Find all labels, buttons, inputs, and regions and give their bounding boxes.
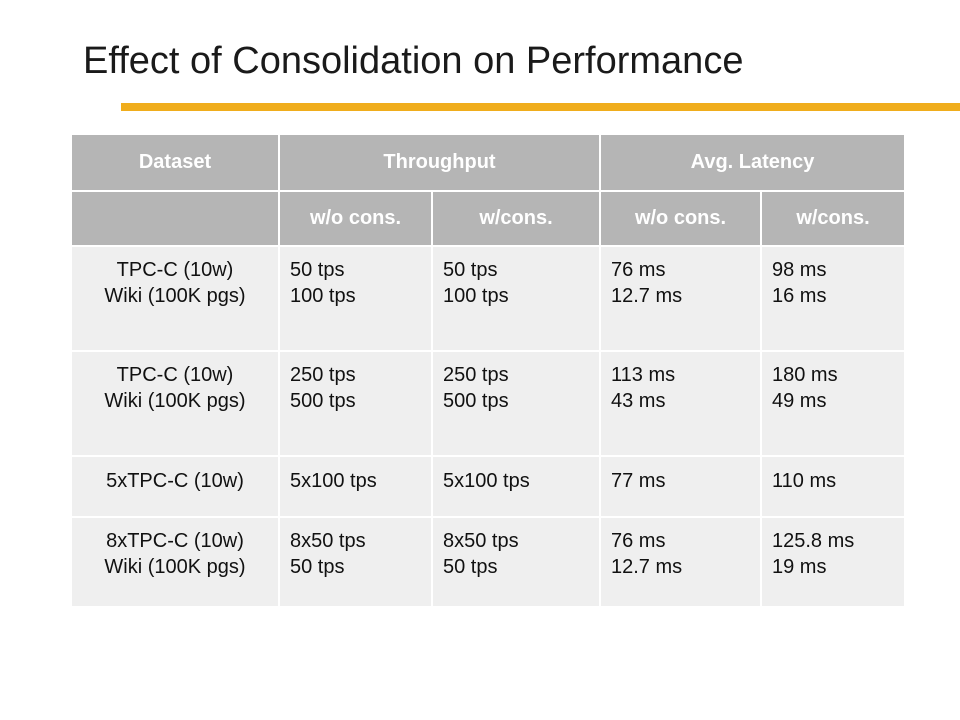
cell-line: 12.7 ms (611, 285, 683, 307)
cell-line: Wiki (100K pgs) (104, 556, 246, 578)
cell-line: TPC-C (10w) (116, 364, 234, 386)
cell-line: 5x100 tps (443, 470, 530, 492)
cell-latency-with-cons: 110 ms (761, 456, 904, 518)
cell-throughput-without-cons: 8x50 tps 50 tps (279, 517, 433, 608)
cell-throughput-with-cons: 8x50 tps 50 tps (432, 517, 601, 608)
cell-line: 50 tps (443, 556, 498, 578)
table-header-row: Dataset Throughput Avg. Latency (72, 135, 904, 192)
header-throughput: Throughput (279, 135, 601, 192)
subheader-latency-without-cons: w/o cons. (600, 191, 762, 247)
header-dataset: Dataset (72, 135, 280, 192)
cell-line: 250 tps (443, 364, 509, 386)
cell-line: 110 ms (772, 470, 837, 492)
cell-line: 77 ms (611, 470, 666, 492)
cell-throughput-without-cons: 5x100 tps (279, 456, 433, 518)
cell-line: Wiki (100K pgs) (104, 285, 246, 307)
cell-dataset: 8xTPC-C (10w) Wiki (100K pgs) (72, 517, 280, 608)
cell-throughput-without-cons: 250 tps 500 tps (279, 351, 433, 457)
cell-line: 49 ms (772, 390, 827, 412)
cell-line: 5x100 tps (290, 470, 377, 492)
table-row: 5xTPC-C (10w) 5x100 tps 5x100 tps 77 ms … (72, 456, 904, 518)
cell-line: 5xTPC-C (10w) (106, 470, 244, 492)
cell-line: 50 tps (290, 556, 345, 578)
cell-dataset: TPC-C (10w) Wiki (100K pgs) (72, 246, 280, 352)
results-table-container: Dataset Throughput Avg. Latency w/o cons… (72, 135, 904, 608)
cell-latency-without-cons: 77 ms (600, 456, 762, 518)
cell-line: Wiki (100K pgs) (104, 390, 246, 412)
cell-line: 500 tps (290, 390, 356, 412)
cell-throughput-with-cons: 50 tps 100 tps (432, 246, 601, 352)
cell-line: 8xTPC-C (10w) (106, 530, 244, 552)
table-row: TPC-C (10w) Wiki (100K pgs) 250 tps 500 … (72, 351, 904, 457)
cell-line: 180 ms (772, 364, 838, 386)
cell-line: TPC-C (10w) (116, 259, 234, 281)
cell-latency-with-cons: 125.8 ms 19 ms (761, 517, 904, 608)
subheader-throughput-with-cons: w/cons. (432, 191, 601, 247)
slide-title: Effect of Consolidation on Performance (83, 40, 744, 82)
cell-line: 100 tps (290, 285, 356, 307)
table-row: 8xTPC-C (10w) Wiki (100K pgs) 8x50 tps 5… (72, 517, 904, 608)
cell-line: 500 tps (443, 390, 509, 412)
cell-line: 19 ms (772, 556, 827, 578)
cell-line: 125.8 ms (772, 530, 855, 552)
cell-dataset: TPC-C (10w) Wiki (100K pgs) (72, 351, 280, 457)
cell-line: 76 ms (611, 259, 666, 281)
cell-throughput-without-cons: 50 tps 100 tps (279, 246, 433, 352)
cell-throughput-with-cons: 5x100 tps (432, 456, 601, 518)
cell-line: 16 ms (772, 285, 827, 307)
cell-line: 50 tps (290, 259, 345, 281)
subheader-empty (72, 191, 280, 247)
cell-latency-with-cons: 98 ms 16 ms (761, 246, 904, 352)
cell-line: 100 tps (443, 285, 509, 307)
table-subheader-row: w/o cons. w/cons. w/o cons. w/cons. (72, 191, 904, 247)
cell-line: 76 ms (611, 530, 666, 552)
header-avg-latency: Avg. Latency (600, 135, 904, 192)
cell-dataset: 5xTPC-C (10w) (72, 456, 280, 518)
title-accent-rule (121, 103, 960, 111)
cell-line: 113 ms (611, 364, 676, 386)
cell-latency-without-cons: 113 ms 43 ms (600, 351, 762, 457)
cell-latency-without-cons: 76 ms 12.7 ms (600, 517, 762, 608)
cell-throughput-with-cons: 250 tps 500 tps (432, 351, 601, 457)
cell-latency-without-cons: 76 ms 12.7 ms (600, 246, 762, 352)
subheader-latency-with-cons: w/cons. (761, 191, 904, 247)
cell-line: 250 tps (290, 364, 356, 386)
cell-line: 12.7 ms (611, 556, 683, 578)
cell-line: 50 tps (443, 259, 498, 281)
subheader-throughput-without-cons: w/o cons. (279, 191, 433, 247)
results-table: Dataset Throughput Avg. Latency w/o cons… (72, 135, 904, 608)
cell-line: 8x50 tps (290, 530, 366, 552)
cell-line: 8x50 tps (443, 530, 519, 552)
table-row: TPC-C (10w) Wiki (100K pgs) 50 tps 100 t… (72, 246, 904, 352)
cell-latency-with-cons: 180 ms 49 ms (761, 351, 904, 457)
cell-line: 98 ms (772, 259, 827, 281)
cell-line: 43 ms (611, 390, 666, 412)
